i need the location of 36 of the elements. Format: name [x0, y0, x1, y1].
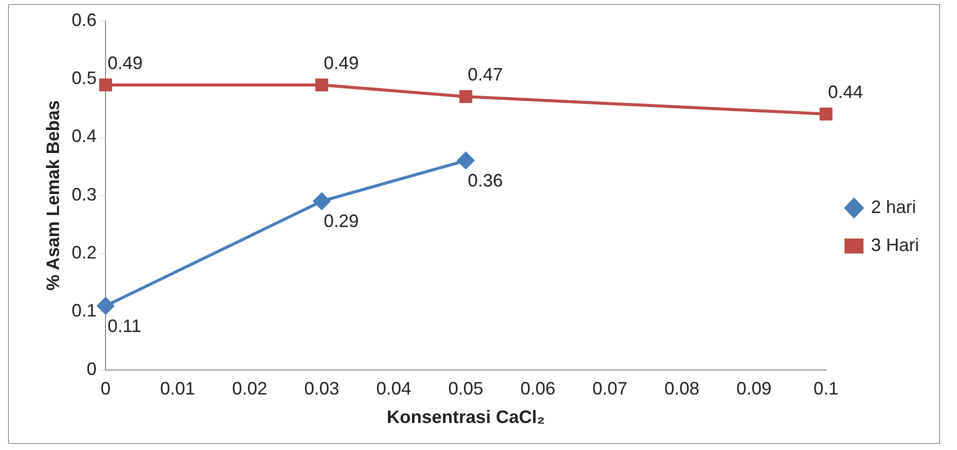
- point: [820, 108, 832, 120]
- y-tick-label: 0.5: [72, 68, 97, 88]
- point: [97, 297, 114, 314]
- point: [459, 90, 472, 104]
- y-axis-title: % Asam Lemak Bebas: [42, 100, 63, 291]
- x-tick-label: 0.03: [304, 378, 340, 399]
- x-tick-label: 0.02: [232, 378, 268, 399]
- x-tick-label: 0.05: [448, 378, 484, 399]
- x-tick-label: 0.09: [736, 378, 772, 399]
- x-axis-title: Konsentrasi CaCl₂: [386, 407, 545, 428]
- data-label: 0.47: [468, 64, 503, 85]
- point: [457, 152, 474, 170]
- legend-label: 3 Hari: [870, 234, 919, 255]
- x-tick-label: 0.1: [813, 378, 838, 399]
- x-tick-label: 0.07: [592, 378, 628, 399]
- data-label: 0.49: [108, 52, 143, 73]
- y-tick-label: 0.6: [72, 10, 97, 30]
- point: [99, 78, 112, 92]
- y-tick-label: 0.3: [72, 184, 97, 204]
- y-tick-label: 0.1: [72, 300, 97, 321]
- x-tick-label: 0.01: [160, 378, 196, 399]
- legend-label: 2 hari: [870, 196, 916, 217]
- data-label: 0.29: [324, 211, 359, 232]
- point: [313, 192, 330, 210]
- x-tick-label: 0.08: [664, 378, 700, 399]
- point: [315, 78, 328, 92]
- y-tick-label: 0.2: [72, 242, 97, 262]
- x-tick-label: 0: [100, 378, 111, 399]
- data-label: 0.36: [468, 170, 503, 190]
- x-tick-label: 0.06: [520, 378, 556, 399]
- x-tick-label: 0.04: [376, 378, 412, 399]
- data-label: 0.11: [108, 316, 142, 336]
- data-label: 0.49: [324, 52, 359, 73]
- y-tick-label: 0.4: [72, 126, 97, 146]
- data-label: 0.44: [828, 82, 864, 102]
- y-tick-label: 0: [86, 358, 97, 379]
